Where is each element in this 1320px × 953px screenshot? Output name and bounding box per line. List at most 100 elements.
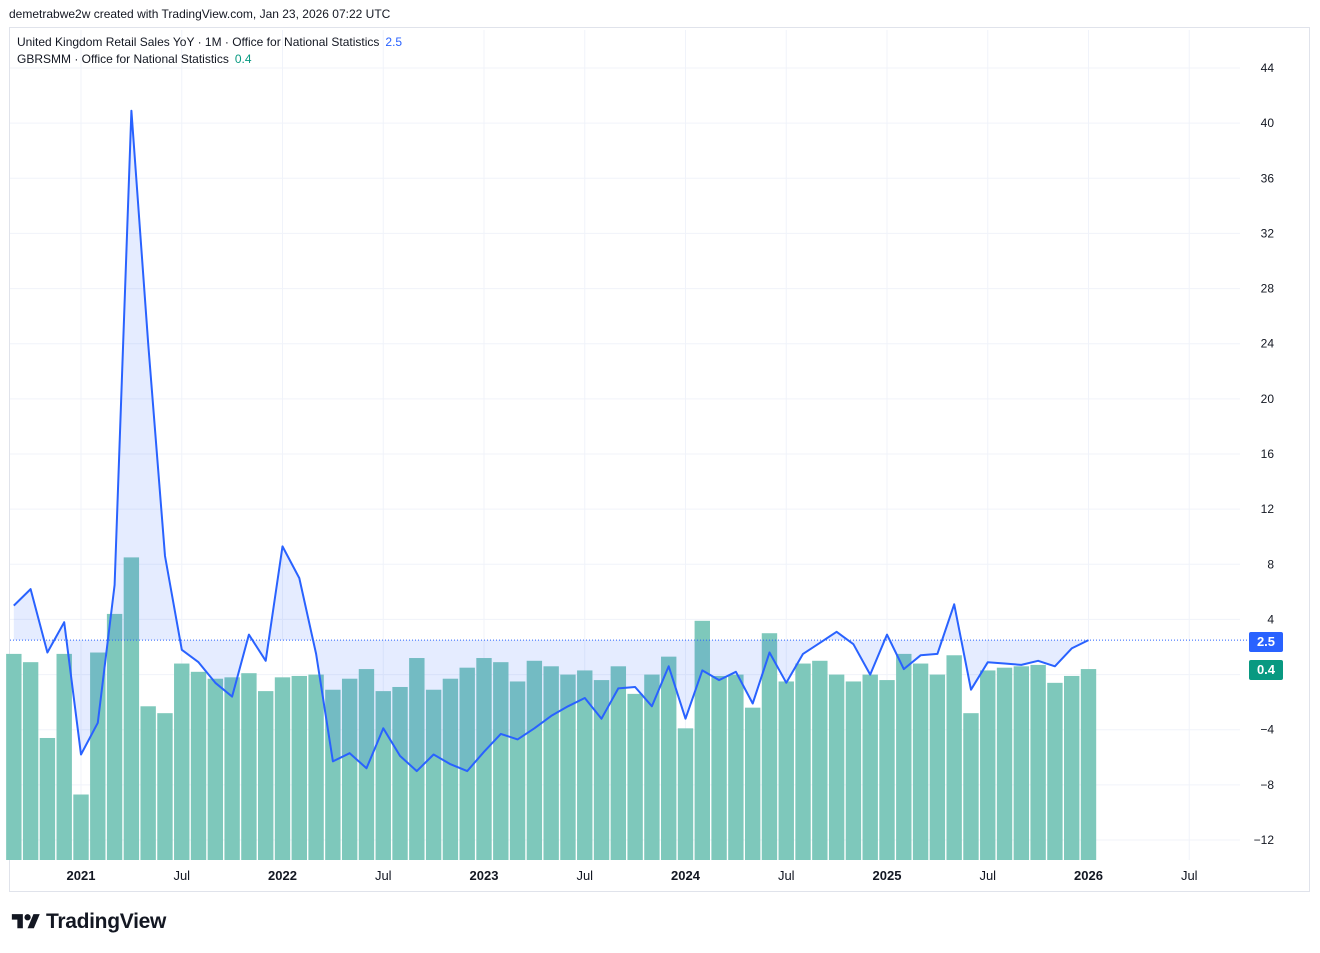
bar[interactable] xyxy=(1080,669,1097,860)
line-point[interactable] xyxy=(499,732,503,736)
bar[interactable] xyxy=(761,633,778,860)
line-point[interactable] xyxy=(969,688,973,692)
bar[interactable] xyxy=(241,673,257,860)
line-point[interactable] xyxy=(12,604,16,608)
line-point[interactable] xyxy=(616,686,620,690)
bar[interactable] xyxy=(39,737,56,860)
line-point[interactable] xyxy=(96,721,100,725)
bar[interactable] xyxy=(1013,666,1030,860)
line-point[interactable] xyxy=(600,717,604,721)
bar[interactable] xyxy=(509,681,526,860)
bar[interactable] xyxy=(1047,682,1063,860)
line-point[interactable] xyxy=(717,678,721,682)
bar[interactable] xyxy=(560,674,576,860)
line-point[interactable] xyxy=(348,751,352,755)
bar[interactable] xyxy=(896,653,912,860)
bar[interactable] xyxy=(22,662,39,860)
bar[interactable] xyxy=(73,794,89,860)
bar[interactable] xyxy=(476,658,492,860)
bar[interactable] xyxy=(140,706,156,860)
line-point[interactable] xyxy=(952,602,956,606)
line-point[interactable] xyxy=(264,659,268,663)
bar[interactable] xyxy=(912,663,929,860)
bar[interactable] xyxy=(106,613,123,860)
bar[interactable] xyxy=(526,660,543,860)
line-point[interactable] xyxy=(1019,663,1023,667)
bar[interactable] xyxy=(996,667,1013,860)
line-point[interactable] xyxy=(566,704,570,708)
line-point[interactable] xyxy=(650,704,654,708)
bar[interactable] xyxy=(224,677,240,860)
bar[interactable] xyxy=(207,678,224,860)
bar[interactable] xyxy=(358,669,375,860)
line-point[interactable] xyxy=(381,726,385,730)
line-point[interactable] xyxy=(1053,664,1057,668)
line-point[interactable] xyxy=(62,620,66,624)
series-line-retail-sales-yoy[interactable] xyxy=(13,109,1089,773)
line-point[interactable] xyxy=(902,667,906,671)
line-point[interactable] xyxy=(851,642,855,646)
line-point[interactable] xyxy=(247,633,251,637)
line-point[interactable] xyxy=(532,726,536,730)
line-point[interactable] xyxy=(734,670,738,674)
bar[interactable] xyxy=(744,707,761,860)
line-point[interactable] xyxy=(986,660,990,664)
bar[interactable] xyxy=(442,678,459,860)
bar[interactable] xyxy=(610,666,627,860)
line-point[interactable] xyxy=(297,576,301,580)
line-point[interactable] xyxy=(45,651,49,655)
line-point[interactable] xyxy=(213,681,217,685)
line-point[interactable] xyxy=(549,714,553,718)
line-point[interactable] xyxy=(801,652,805,656)
bar[interactable] xyxy=(929,674,946,860)
bar[interactable] xyxy=(845,681,862,860)
line-point[interactable] xyxy=(868,673,872,677)
line-point[interactable] xyxy=(583,696,587,700)
line-point[interactable] xyxy=(684,717,688,721)
bar[interactable] xyxy=(392,686,408,860)
line-point[interactable] xyxy=(29,587,33,591)
bar[interactable] xyxy=(425,689,442,860)
bar[interactable] xyxy=(308,674,324,860)
bar[interactable] xyxy=(258,691,274,860)
bar[interactable] xyxy=(728,674,744,860)
bar[interactable] xyxy=(677,728,694,860)
line-point[interactable] xyxy=(465,769,469,773)
line-point[interactable] xyxy=(516,737,520,741)
line-point[interactable] xyxy=(146,342,150,346)
bar[interactable] xyxy=(493,662,509,860)
bar[interactable] xyxy=(1030,664,1046,860)
line-point[interactable] xyxy=(432,753,436,757)
bar[interactable] xyxy=(661,656,677,860)
line-point[interactable] xyxy=(935,652,939,656)
line-point[interactable] xyxy=(1070,646,1074,650)
bar[interactable] xyxy=(291,675,307,860)
bar[interactable] xyxy=(341,678,358,860)
line-point[interactable] xyxy=(314,652,318,656)
line-point[interactable] xyxy=(784,681,788,685)
line-point[interactable] xyxy=(919,653,923,657)
line-point[interactable] xyxy=(751,702,755,706)
line-point[interactable] xyxy=(448,762,452,766)
line-point[interactable] xyxy=(667,664,671,668)
bar[interactable] xyxy=(1064,675,1080,860)
bar[interactable] xyxy=(828,674,845,860)
bar[interactable] xyxy=(459,667,475,860)
bar[interactable] xyxy=(593,680,610,860)
line-point[interactable] xyxy=(482,750,486,754)
line-point[interactable] xyxy=(1087,638,1091,642)
line-point[interactable] xyxy=(129,109,133,113)
bar[interactable] xyxy=(778,681,794,860)
line-point[interactable] xyxy=(364,766,368,770)
bar[interactable] xyxy=(6,653,22,860)
line-point[interactable] xyxy=(180,648,184,652)
line-point[interactable] xyxy=(113,583,117,587)
bar[interactable] xyxy=(274,677,291,860)
bar[interactable] xyxy=(644,674,660,860)
line-point[interactable] xyxy=(281,544,285,548)
bar[interactable] xyxy=(627,693,643,860)
line-point[interactable] xyxy=(163,554,167,558)
bar[interactable] xyxy=(711,675,727,860)
legend-row-retail-sales-yoy[interactable]: United Kingdom Retail Sales YoY · 1M · O… xyxy=(17,35,402,49)
bar[interactable] xyxy=(812,660,828,860)
